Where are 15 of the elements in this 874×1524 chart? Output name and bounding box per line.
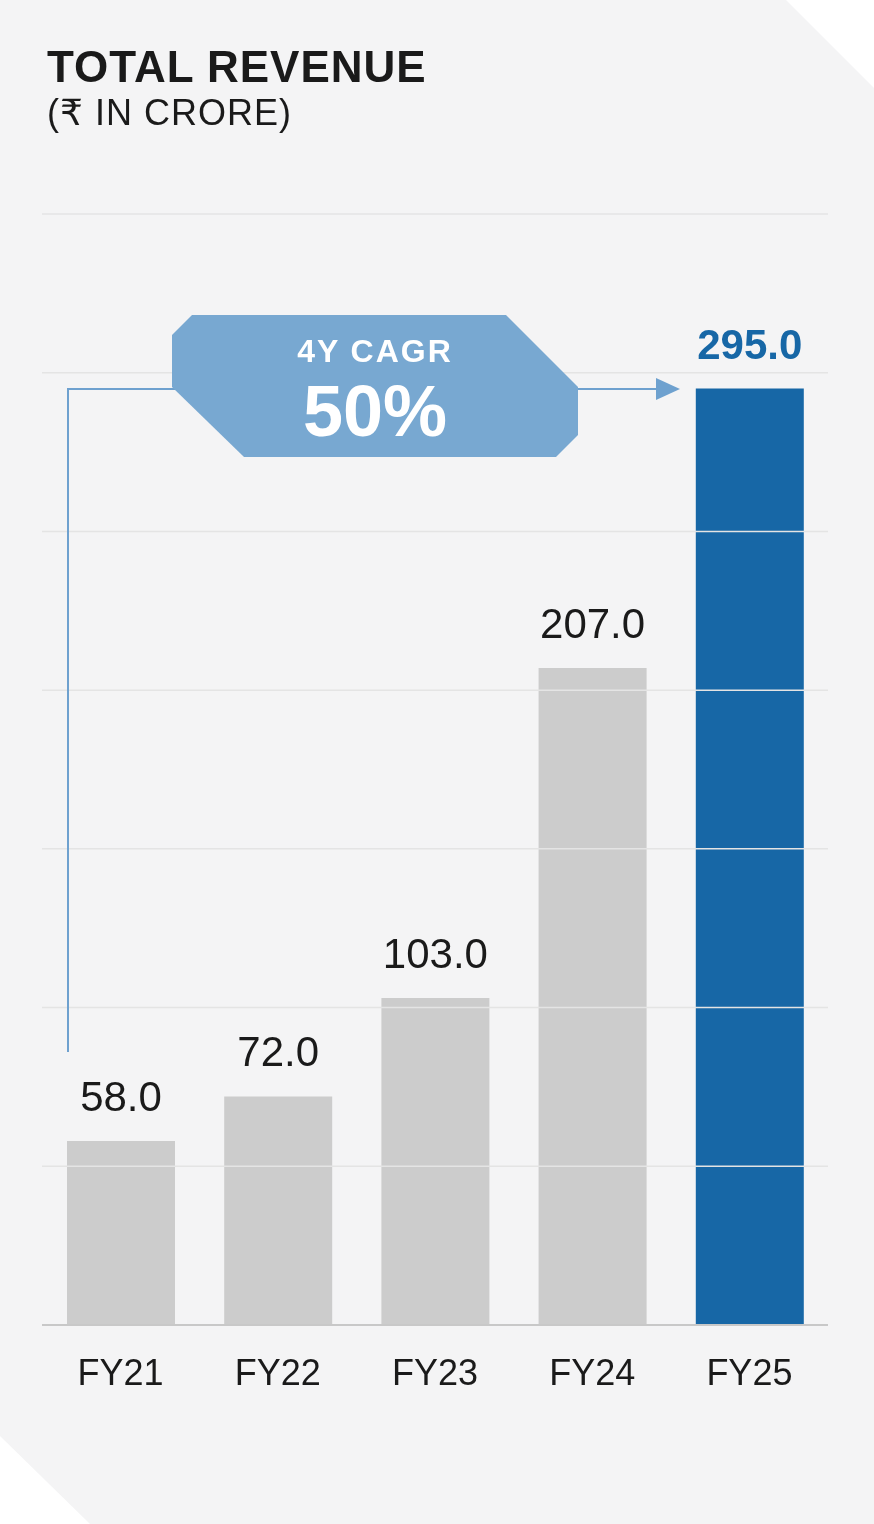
x-tick-label: FY25 <box>706 1351 793 1393</box>
annotation: 50% <box>301 370 449 452</box>
x-tick-label: FY22 <box>234 1351 321 1393</box>
data-label: 295.0 <box>697 320 803 368</box>
x-tick-label: FY23 <box>391 1351 479 1393</box>
bar <box>695 388 804 1325</box>
data-label: 103.0 <box>382 930 488 978</box>
x-tick-label: FY24 <box>549 1351 636 1393</box>
chart-title: TOTAL REVENUE <box>47 42 427 92</box>
chart-subtitle: (₹ IN CRORE) <box>47 92 292 134</box>
data-label: 72.0 <box>237 1028 320 1076</box>
annotation: 4Y CAGR <box>296 333 454 370</box>
x-tick-label: FY21 <box>77 1351 164 1393</box>
data-label: 58.0 <box>80 1072 162 1120</box>
data-label: 207.0 <box>540 599 646 647</box>
